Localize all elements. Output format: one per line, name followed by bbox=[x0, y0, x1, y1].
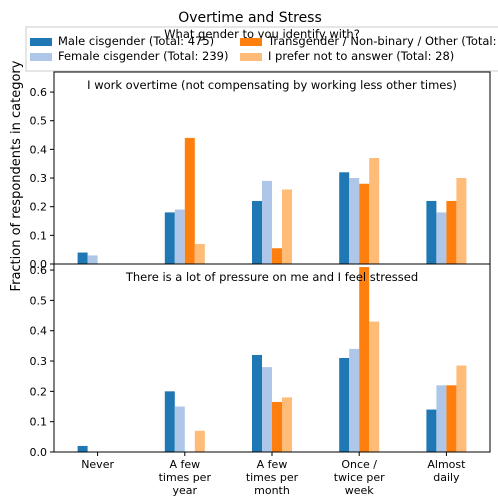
y-tick-label: 0.6 bbox=[30, 86, 48, 99]
bar bbox=[456, 178, 467, 264]
bar bbox=[446, 200, 457, 264]
y-tick-label: 0.2 bbox=[30, 201, 48, 214]
bar bbox=[282, 189, 292, 264]
y-tick-label: 0.1 bbox=[30, 416, 48, 429]
bar bbox=[339, 358, 350, 452]
figure-title: Overtime and Stress bbox=[178, 10, 322, 26]
bar bbox=[252, 354, 262, 452]
y-tick-label: 0.2 bbox=[30, 385, 48, 398]
bar bbox=[77, 252, 88, 264]
x-tick-label: Once / twice per week bbox=[334, 458, 385, 497]
bar bbox=[359, 267, 370, 452]
legend-entry: I prefer not to answer (Total: 28) bbox=[268, 49, 454, 63]
bar bbox=[164, 212, 175, 264]
legend-swatch bbox=[240, 53, 262, 61]
bar bbox=[359, 183, 370, 264]
bar bbox=[184, 137, 195, 264]
bar bbox=[339, 172, 350, 264]
y-tick-label: 0.0 bbox=[30, 446, 48, 459]
panel-2: 0.0 0.1 0.2 0.3 0.4 0.5 0.6 There is a lot of p… bbox=[30, 263, 491, 459]
bar bbox=[164, 391, 175, 452]
bar bbox=[252, 200, 262, 264]
bar bbox=[262, 180, 272, 264]
y-axis-label: Fraction of respondents in category bbox=[9, 60, 24, 291]
y-tick-label: 0.6 bbox=[30, 264, 48, 277]
bar bbox=[369, 321, 380, 452]
y-tick-label: 0.3 bbox=[30, 172, 48, 185]
x-tick-label: Never bbox=[81, 458, 114, 471]
bar bbox=[349, 178, 360, 264]
bar bbox=[436, 212, 447, 264]
legend-entry: Male cisgender (Total: 475) bbox=[58, 34, 214, 48]
bar bbox=[272, 248, 282, 264]
bar bbox=[174, 406, 185, 452]
bar bbox=[446, 385, 457, 452]
y-tick-label: 0.4 bbox=[30, 325, 48, 338]
legend-swatch bbox=[30, 38, 52, 46]
panels: 0.0 0.1 0.2 0.3 0.4 0.5 0.6 I work overtime (no… bbox=[30, 71, 491, 459]
x-tick-label: Almost daily bbox=[427, 458, 466, 484]
y-tick-label: 0.0 bbox=[30, 258, 48, 271]
y-tick-label: 0.5 bbox=[30, 115, 48, 128]
legend-box bbox=[25, 26, 498, 72]
bar bbox=[272, 401, 282, 452]
bar bbox=[436, 385, 447, 452]
bar bbox=[194, 430, 205, 452]
y-tick-label: 0.5 bbox=[30, 294, 48, 307]
y-tick-label: 0.3 bbox=[30, 355, 48, 368]
legend: What gender to you identify with?Male ci… bbox=[25, 26, 498, 72]
legend-title: What gender to you identify with? bbox=[164, 27, 360, 41]
bar bbox=[194, 243, 205, 264]
panel-1: 0.0 0.1 0.2 0.3 0.4 0.5 0.6 I work overtime (no… bbox=[30, 71, 491, 271]
bar bbox=[369, 157, 380, 264]
bar bbox=[174, 209, 185, 264]
panel-title: There is a lot of pressure on me and I f… bbox=[125, 270, 418, 284]
y-tick-label: 0.4 bbox=[30, 143, 48, 156]
bar bbox=[77, 445, 88, 452]
legend-entry: Female cisgender (Total: 239) bbox=[58, 49, 228, 63]
legend-swatch bbox=[240, 38, 262, 46]
x-tick-label: A few times per year bbox=[159, 458, 212, 497]
bar bbox=[262, 367, 272, 452]
bar bbox=[282, 397, 292, 452]
bar bbox=[426, 200, 437, 264]
legend-entry: Transgender / Non-binary / Other (Total:… bbox=[267, 34, 498, 48]
bar bbox=[456, 365, 467, 452]
y-tick-label: 0.1 bbox=[30, 229, 48, 242]
bar bbox=[349, 348, 360, 452]
legend-swatch bbox=[30, 53, 52, 61]
panel-title: I work overtime (not compensating by wor… bbox=[87, 78, 457, 92]
bar bbox=[426, 409, 437, 452]
bar bbox=[87, 255, 98, 264]
x-tick-labels: Never A few times per year A few times per mon… bbox=[81, 452, 466, 497]
x-tick-label: A few times per month bbox=[246, 458, 299, 497]
